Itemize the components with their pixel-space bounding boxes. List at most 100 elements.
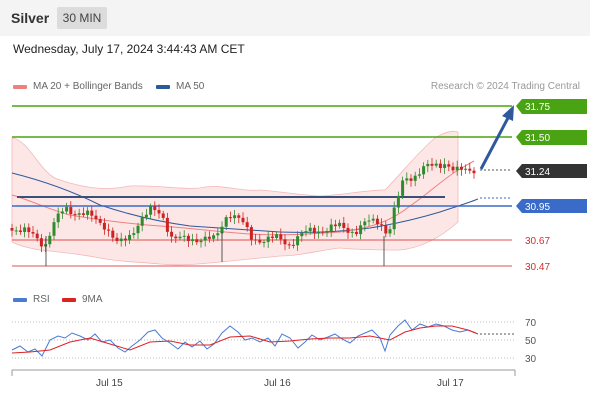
rsi-panel: 70 50 30 [11,318,537,365]
candle-body [65,207,69,212]
candle-body [111,230,115,238]
candle-body [14,230,18,232]
candle-body [270,236,274,238]
candle-body [304,231,308,233]
candle-body [396,195,400,208]
candle-body [459,166,463,170]
candle-body [350,231,354,233]
candle-body [237,215,241,218]
candle-body [98,219,102,223]
candle-body [245,222,249,228]
x-label-jul17: Jul 17 [437,378,464,389]
candle-body [73,214,77,216]
candle-body [283,239,287,245]
candle-body [392,207,396,230]
candle-body [375,218,379,225]
candle-body [199,240,203,243]
candle-body [170,231,174,237]
candle-body [296,236,300,246]
candle-body [119,238,123,242]
candle-body [275,234,279,238]
candle-body [18,230,22,232]
candle-body [266,236,270,242]
candle-body [342,222,346,228]
price-label-s2: 30.47 [525,262,550,273]
candle-body [258,239,262,243]
candle-body [262,241,266,243]
candle-body [333,224,337,227]
candle-body [228,217,232,219]
candle-body [371,218,375,221]
ma20-swatch-icon [13,84,27,89]
legend-ma20-label: MA 20 + Bollinger Bands [33,81,143,92]
timeframe-button[interactable]: 30 MIN [57,7,107,29]
candle-body [254,239,258,241]
candle-body [354,231,358,235]
research-credit: Research © 2024 Trading Central [430,81,580,92]
candle-body [468,168,472,171]
candle-body [443,164,447,168]
candle-body [312,227,316,234]
candle-body [81,213,85,215]
candle-body [464,168,468,170]
candle-body [31,232,35,234]
candle-body [417,174,421,176]
chart-header: Silver 30 MIN [0,0,590,36]
candle-body [388,229,392,234]
candle-body [128,234,132,241]
candle-body [102,222,106,230]
candle-body [233,215,237,219]
candle-body [413,175,417,181]
legend-ma50: MA 50 [156,81,204,92]
candle-body [27,227,31,233]
candle-body [77,213,81,215]
chart-datetime: Wednesday, July 17, 2024 3:44:43 AM CET [13,42,245,56]
candle-body [367,220,371,222]
candle-body [447,164,451,167]
candle-body [430,163,434,166]
candle-body [123,238,127,241]
candle-body [380,224,384,226]
legend-rsi: RSI [13,294,50,305]
candle-body [195,239,199,243]
legend-ma50-label: MA 50 [176,81,205,92]
candle-body [140,217,144,226]
rsi-tick-30: 30 [525,354,537,365]
candle-body [182,235,186,237]
candle-body [224,217,228,227]
candle-body [300,232,304,237]
candle-body [178,236,182,239]
rsi-line [11,319,477,357]
candle-body [472,170,476,174]
candle-body [359,225,363,235]
legend-ma20: MA 20 + Bollinger Bands [13,81,143,92]
candle-body [241,217,245,223]
candle-body [216,233,220,236]
candle-body [56,213,60,223]
candle-body [69,207,73,215]
candle-body [161,213,165,218]
candle-body [438,163,442,168]
rsi-tick-50: 50 [525,336,537,347]
candle-body [401,180,405,196]
candle-body [405,178,409,181]
candle-body [212,235,216,239]
legend-rsi-label: RSI [33,294,50,305]
candle-body [203,236,207,241]
candle-body [86,210,90,215]
candle-body [132,233,136,235]
candle-body [308,227,312,232]
candle-body [338,222,342,227]
candle-body [451,166,455,171]
candle-body [107,229,111,231]
rsi-9ma-line [11,325,479,354]
price-label-r2-text: 31.75 [525,102,550,113]
candle-body [186,235,190,242]
ma9-swatch-icon [62,297,76,302]
candle-body [409,178,413,181]
candle-body [157,210,161,214]
candle-body [48,235,52,245]
candle-body [115,237,119,242]
legend-9ma: 9MA [62,294,103,305]
